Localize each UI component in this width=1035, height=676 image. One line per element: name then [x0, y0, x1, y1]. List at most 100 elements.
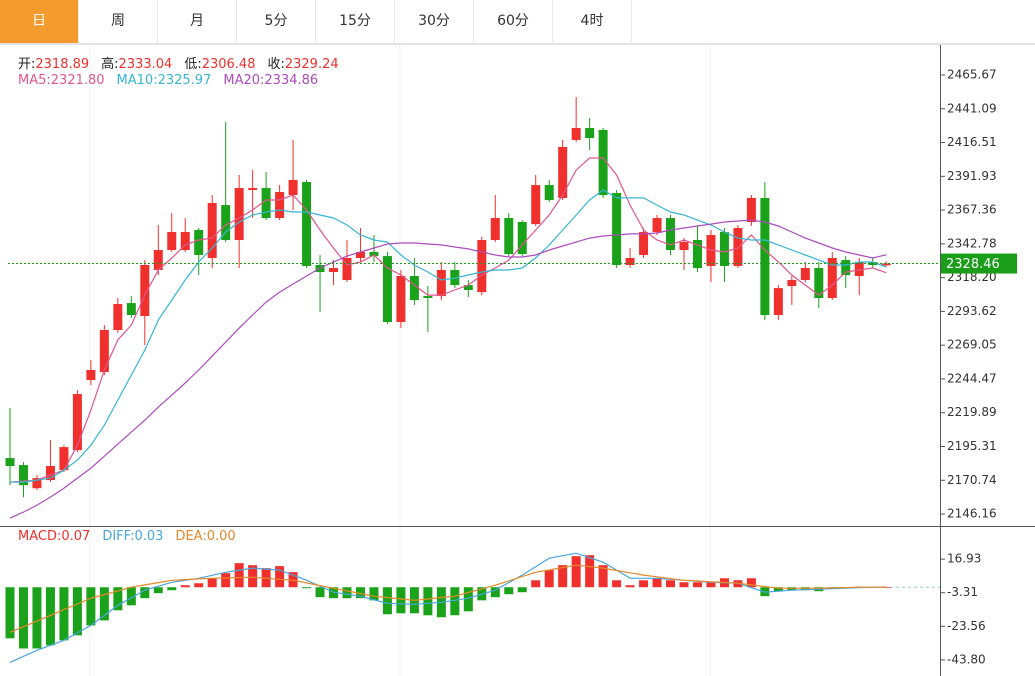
ohlc-label: 高:: [101, 57, 119, 72]
ohlc-label: 低:: [184, 57, 202, 72]
candle-body: [409, 275, 419, 301]
y-tick-label: 2342.78: [947, 236, 997, 250]
legend-value: 0.03: [134, 529, 164, 544]
candle-body: [639, 232, 649, 255]
candle-body: [666, 218, 676, 251]
macd-bar: [5, 587, 15, 639]
candle-body: [827, 257, 837, 298]
macd-bar: [746, 578, 756, 588]
y-tick-label: 16.93: [947, 552, 981, 566]
y-tick-label: 2293.62: [947, 304, 997, 318]
legend-separator: :: [130, 529, 135, 544]
period-tab[interactable]: 5分: [237, 0, 316, 43]
y-tick-label: 2391.93: [947, 169, 997, 183]
macd-bar: [288, 572, 298, 588]
macd-bar: [18, 587, 28, 649]
legend-name: MA20: [223, 73, 261, 88]
candle-body: [854, 261, 864, 276]
macd-bar: [180, 585, 190, 588]
macd-bar: [504, 587, 514, 595]
candle-body: [167, 232, 177, 251]
y-tick-label: 2244.47: [947, 371, 997, 385]
period-tab[interactable]: 15分: [316, 0, 395, 43]
macd-bar: [126, 587, 136, 606]
period-tab[interactable]: 4时: [553, 0, 632, 43]
legend-separator: :: [46, 73, 51, 88]
candle-body: [423, 296, 433, 298]
macd-bar: [639, 580, 649, 588]
indicator-line: [9, 157, 887, 483]
period-tab[interactable]: 周: [79, 0, 158, 43]
candle-body: [45, 466, 55, 481]
y-tick-label: 2146.16: [947, 507, 997, 521]
candle-body: [369, 251, 379, 257]
y-tick-label: 2269.05: [947, 338, 997, 352]
indicator-line: [9, 219, 887, 519]
macd-bar: [86, 587, 96, 626]
candle-body: [302, 182, 312, 266]
macd-bar: [221, 573, 231, 588]
candle-body: [72, 394, 82, 451]
y-tick-label: 2195.31: [947, 439, 997, 453]
macd-bar: [450, 587, 460, 616]
macd-bar: [275, 566, 285, 588]
y-tick-label: 2318.20: [947, 270, 997, 284]
y-tick-label: -23.56: [947, 619, 986, 633]
candle-body: [625, 257, 635, 266]
candle-body: [194, 229, 204, 255]
candle-body: [760, 197, 770, 316]
period-tab[interactable]: 30分: [395, 0, 474, 43]
period-tab[interactable]: 日: [0, 0, 79, 43]
candle-body: [207, 203, 217, 258]
candle-body: [814, 268, 824, 298]
period-tab[interactable]: 60分: [474, 0, 553, 43]
macd-bar: [517, 587, 527, 593]
period-tab[interactable]: 月: [158, 0, 237, 43]
legend-name: MACD: [18, 529, 57, 544]
candle-body: [463, 285, 473, 291]
macd-bar: [113, 587, 123, 611]
y-tick-label: 2170.74: [947, 473, 997, 487]
macd-bar: [207, 578, 217, 588]
macd-bar: [706, 582, 716, 588]
candle-body: [558, 146, 568, 198]
legend-name: DEA: [175, 529, 203, 544]
candle-body: [517, 221, 527, 255]
candle-body: [585, 128, 595, 139]
candle-body: [32, 478, 42, 489]
candle-body: [719, 232, 729, 266]
candle-body: [355, 251, 365, 258]
macd-bar: [558, 565, 568, 588]
candle-body: [881, 263, 891, 266]
macd-bar: [99, 587, 109, 621]
candle-body: [746, 197, 756, 222]
macd-legend: MACD:0.07 DIFF:0.03 DEA:0.00: [18, 529, 236, 544]
legend-separator: :: [202, 529, 207, 544]
candle-body: [382, 256, 392, 323]
macd-bar: [382, 587, 392, 615]
candle-body: [531, 185, 541, 225]
candle-body: [490, 218, 500, 240]
macd-bar: [463, 587, 473, 612]
macd-bar: [612, 580, 622, 588]
macd-bar: [261, 568, 271, 588]
y-tick-label: 2465.67: [947, 67, 997, 81]
candle-body: [59, 447, 69, 471]
y-tick-label: -43.80: [947, 652, 986, 666]
ma-legend: MA5:2321.80 MA10:2325.97 MA20:2334.86: [18, 73, 318, 88]
candle-body: [436, 269, 446, 297]
candle-body: [5, 458, 15, 467]
macd-bar: [342, 587, 352, 599]
macd-bar: [773, 587, 783, 592]
candle-body: [221, 205, 231, 240]
ohlc-value: 2329.24: [284, 57, 339, 72]
candle-body: [571, 128, 581, 140]
macd-bar: [302, 587, 312, 589]
last-price-box: [941, 253, 1017, 274]
legend-separator: :: [153, 73, 158, 88]
macd-bar: [167, 587, 177, 591]
legend-value: 0.07: [61, 529, 91, 544]
macd-bar: [598, 565, 608, 588]
candle-body: [733, 228, 743, 266]
candle-body: [99, 330, 109, 373]
